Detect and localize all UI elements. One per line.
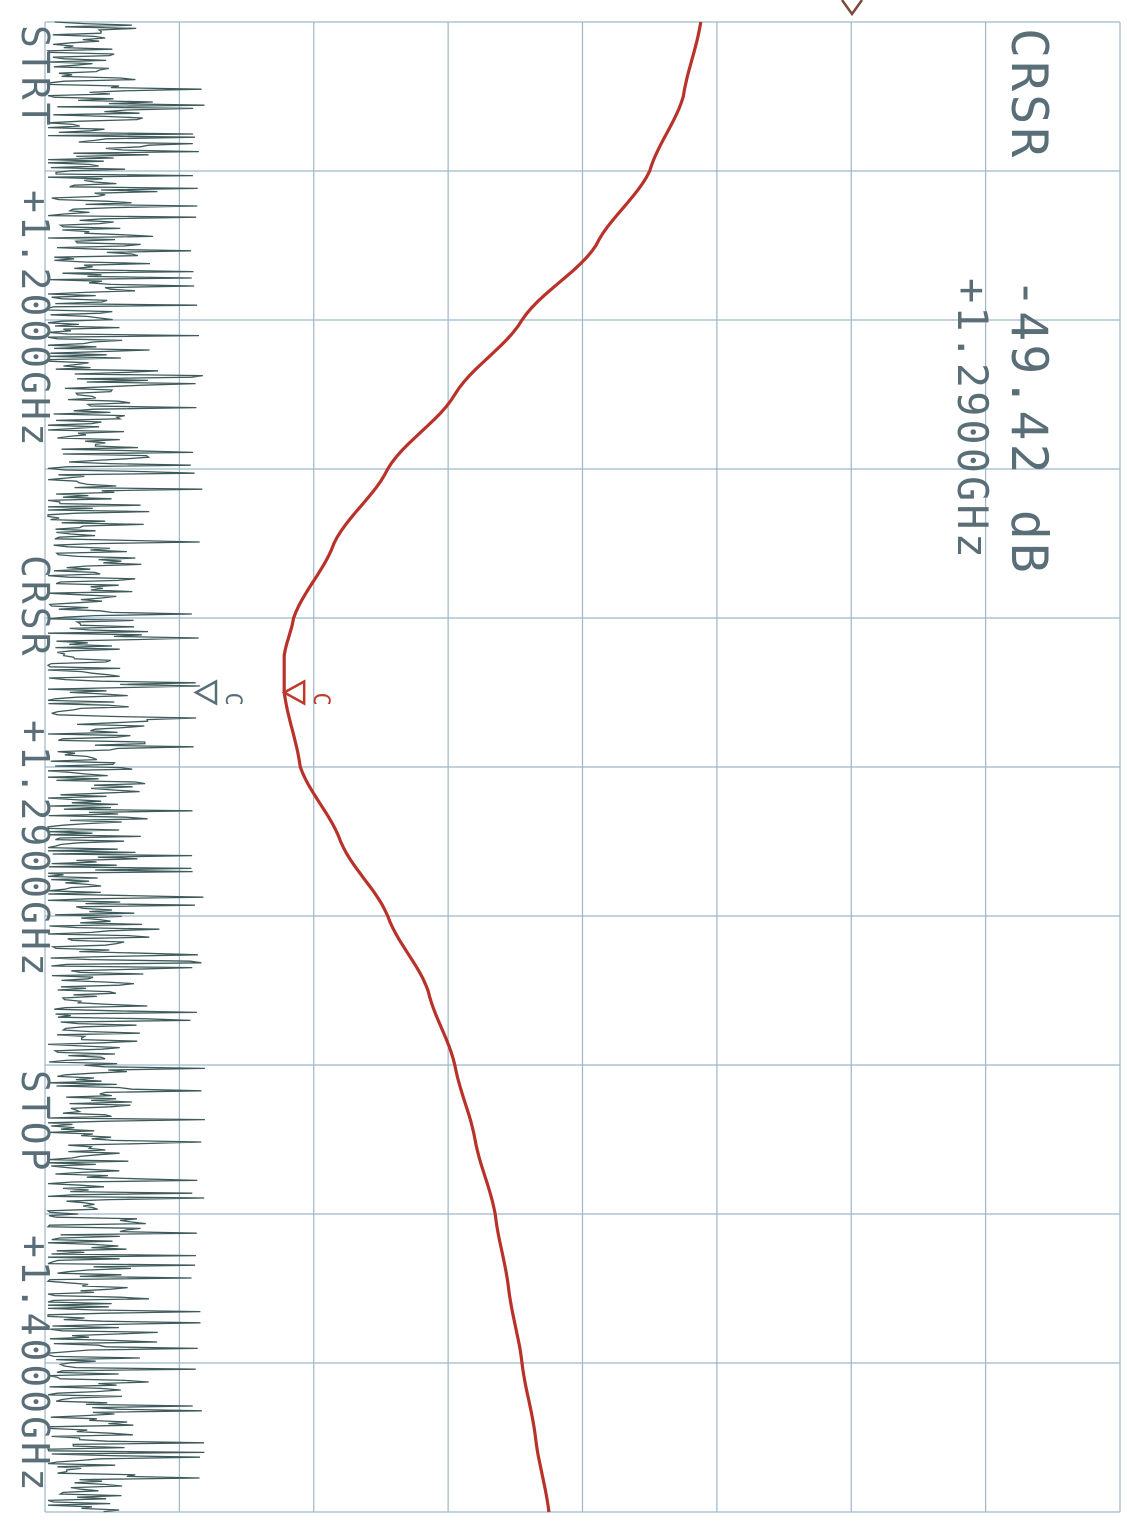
noise-trace bbox=[46, 21, 205, 1513]
frequency-annotation: STRT +1.2000GHz CRSR +1.2900GHz STOP +1.… bbox=[13, 25, 57, 1494]
noise-marker-letter: C bbox=[220, 693, 245, 709]
stop-frequency-value: +1.4000GHz bbox=[13, 1235, 57, 1494]
cursor-frequency-value: +1.2900GHz bbox=[13, 720, 57, 979]
readout-cursor-value: -49.42 dB bbox=[1000, 278, 1058, 576]
noise-cursor-marker: C bbox=[193, 679, 245, 709]
red-trace bbox=[282, 21, 703, 1513]
red-marker-triangle bbox=[281, 679, 306, 706]
start-frequency-value: +1.2000GHz bbox=[13, 190, 57, 449]
noise-marker-triangle bbox=[193, 679, 218, 706]
start-frequency-label: STRT bbox=[13, 25, 57, 129]
cursor-frequency-label: CRSR bbox=[13, 555, 57, 659]
readout-cursor-frequency: +1.2900GHz bbox=[948, 278, 997, 561]
reference-level-icon bbox=[840, 0, 864, 17]
cursor-readout: CRSR -49.42 dB +1.2900GHz bbox=[948, 28, 1058, 576]
stop-frequency-label: STOP bbox=[13, 1070, 57, 1174]
red-marker-letter: C bbox=[308, 693, 333, 709]
readout-cursor-label: CRSR bbox=[1000, 28, 1058, 160]
plot-grid bbox=[44, 21, 1121, 1513]
red-cursor-marker: C bbox=[281, 679, 333, 709]
